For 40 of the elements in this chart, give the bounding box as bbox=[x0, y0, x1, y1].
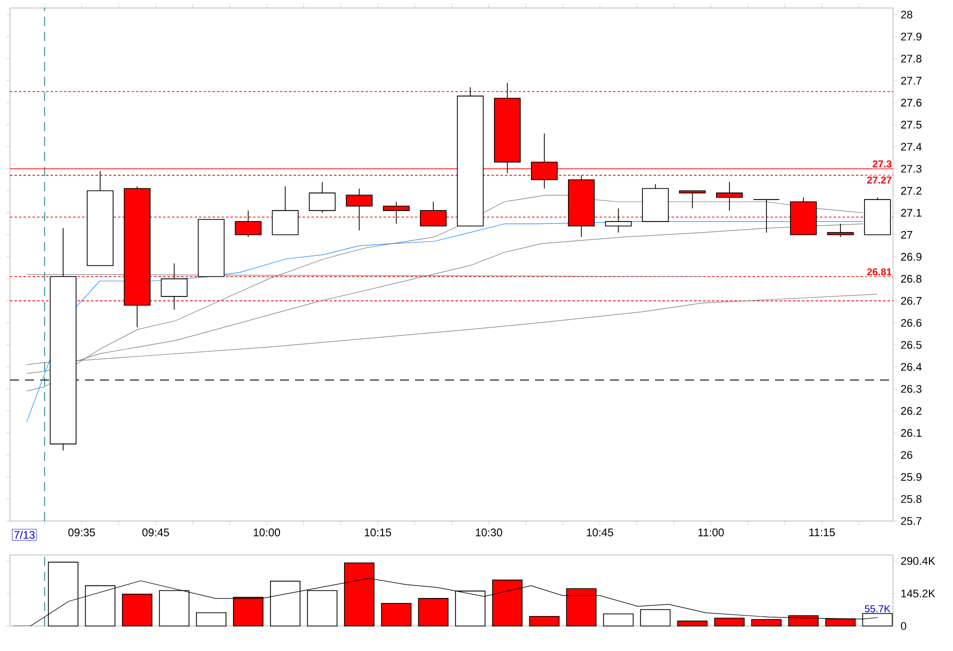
y-tick-label: 25.9 bbox=[901, 473, 922, 481]
y-tick-label: 26.4 bbox=[901, 362, 922, 371]
y-tick-label: 26.7 bbox=[901, 296, 922, 305]
y-tick-label: 25.8 bbox=[901, 495, 922, 503]
y-tick-label: 27.7 bbox=[901, 76, 922, 84]
x-tick-label: 10:15 bbox=[364, 528, 392, 536]
x-tick-label: 11:15 bbox=[809, 528, 835, 536]
ref-line-label: 27.3 bbox=[872, 160, 892, 168]
y-tick-label: 28 bbox=[901, 10, 912, 18]
y-tick-label: 145.2K bbox=[901, 590, 936, 598]
y-tick-label: 0 bbox=[900, 622, 906, 630]
y-tick-label: 26.8 bbox=[901, 274, 922, 283]
y-tick-label: 26.6 bbox=[901, 318, 922, 327]
y-tick-label: 27.3 bbox=[901, 164, 922, 173]
y-tick-label: 26 bbox=[901, 451, 912, 459]
y-tick-label: 26.2 bbox=[901, 407, 922, 415]
x-tick-label: 09:45 bbox=[142, 528, 169, 536]
y-tick-label: 27 bbox=[901, 230, 912, 239]
x-tick-label: 09:35 bbox=[68, 528, 95, 536]
y-tick-label: 27.2 bbox=[901, 186, 922, 195]
data-label: 55.7K bbox=[864, 605, 890, 612]
y-tick-label: 26.3 bbox=[901, 385, 922, 393]
x-tick-label: 10:00 bbox=[254, 528, 280, 536]
y-tick-label: 27.5 bbox=[901, 120, 922, 129]
y-tick-label: 27.8 bbox=[901, 54, 922, 63]
x-tick-label: 11:00 bbox=[698, 528, 724, 536]
text: 7/13 bbox=[14, 530, 35, 539]
y-tick-label: 26.9 bbox=[901, 252, 922, 261]
y-tick-label: 26.5 bbox=[901, 340, 922, 349]
y-tick-label: 27.6 bbox=[901, 98, 922, 107]
y-tick-label: 26.1 bbox=[901, 429, 922, 437]
y-tick-label: 27.1 bbox=[901, 208, 922, 217]
x-tick-label: 10:30 bbox=[476, 528, 502, 536]
ref-line-label: 27.27 bbox=[867, 176, 892, 184]
ref-line-label: 26.81 bbox=[867, 268, 892, 276]
y-tick-label: 27.9 bbox=[901, 32, 922, 41]
y-tick-label: 25.7 bbox=[901, 517, 922, 525]
y-tick-label: 290.4K bbox=[901, 557, 936, 565]
y-tick-label: 27.4 bbox=[901, 142, 922, 151]
x-tick-label: 10:45 bbox=[586, 528, 614, 536]
